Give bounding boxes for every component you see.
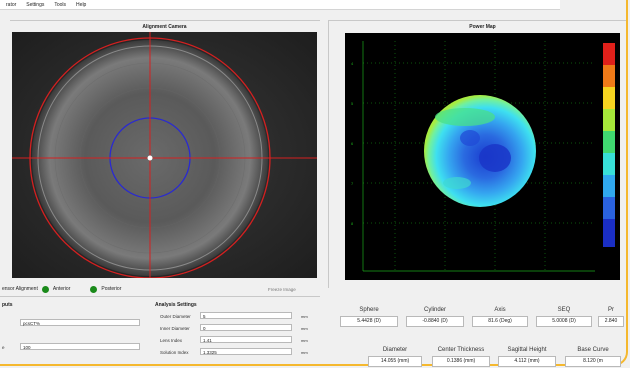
y-tick-label: 6 [351,141,354,146]
result-axis: Axis 81.6 (Deg) [472,306,528,327]
inner-diameter-field[interactable]: 0 [200,324,292,331]
result-label: Axis [494,307,506,313]
alignment-camera-title: Alignment Camera [142,24,187,30]
result-label: Pr [608,307,614,313]
status-row: ensor Alignment Anterior Posterior [0,284,322,294]
power-map-view[interactable]: 4 5 6 7 8 [345,33,620,280]
input-field-name[interactable]: pcsCT% [20,319,140,326]
freeze-image-label[interactable]: Freeze Image [268,287,296,292]
result-label: Base Curve [577,347,609,353]
menu-item-operator[interactable]: rator [6,1,17,8]
color-scale [603,43,615,247]
outer-diameter-field[interactable]: 5 [200,312,292,319]
power-map-title: Power Map [469,24,496,30]
camera-image [12,32,317,278]
center-point [147,155,153,161]
analysis-label: Inner Diameter [160,326,190,331]
result-value: 5.4428 (D) [340,316,398,327]
result-cylinder: Cylinder -0.8840 (D) [406,306,464,327]
power-map-plot: 4 5 6 7 8 [345,33,620,280]
result-label: Diameter [382,347,408,353]
power-panel-border [328,20,626,21]
posterior-label[interactable]: Posterior [101,286,122,292]
result-diameter: Diameter 14.055 (mm) [368,346,422,367]
result-base-curve: Base Curve 8.120 (m [565,346,621,367]
menu-bar: rator Settings Tools Help [0,0,560,10]
result-sagittal-height: Sagittal Height 4.112 (mm) [498,346,556,367]
analysis-unit: mm [301,326,308,331]
y-tick-labels: 4 5 6 7 8 [351,61,354,226]
power-panel-left-border [328,20,329,288]
analysis-unit: mm [301,314,308,319]
posterior-indicator-icon [90,285,98,293]
menu-item-tools[interactable]: Tools [54,1,67,8]
alignment-camera-view[interactable] [12,32,317,278]
result-label: Center Thickness [437,347,485,353]
y-tick-label: 5 [351,101,354,106]
analysis-label: Lens Index [160,338,183,343]
result-label: Sphere [359,307,379,313]
analysis-label: Outer Diameter [160,314,191,319]
result-value: 81.6 (Deg) [472,316,528,327]
input-field-value[interactable]: 100 [20,343,140,350]
bottom-section-divider [0,296,320,297]
result-value: 2.840 [598,316,624,327]
result-label: Cylinder [423,307,446,313]
y-tick-label: 4 [351,61,354,66]
menu-item-help[interactable]: Help [76,1,87,8]
result-label: SEQ [557,307,571,313]
y-tick-label: 8 [351,221,354,226]
input-label: e [2,345,5,350]
result-seq: SEQ 5.0008 (D) [536,306,592,327]
result-value: -0.8840 (D) [406,316,464,327]
analysis-settings-title: Analysis Settings [155,302,197,308]
analysis-unit: mm [301,338,308,343]
sensor-alignment-label: ensor Alignment [2,286,38,292]
y-tick-label: 7 [351,181,354,186]
anterior-indicator-icon [41,285,49,293]
result-prism: Pr 2.840 [598,306,624,327]
anterior-label[interactable]: Anterior [52,286,71,292]
result-value: 5.0008 (D) [536,316,592,327]
result-value: 0.1386 (mm) [432,356,490,367]
result-value: 14.055 (mm) [368,356,422,367]
inputs-title: puts [2,302,13,308]
result-label: Sagittal Height [507,347,547,353]
lens-index-field[interactable]: 1.41 [200,336,292,343]
result-value: 4.112 (mm) [498,356,556,367]
analysis-unit: mm [301,350,308,355]
analysis-label: Solution Index [160,350,189,355]
result-sphere: Sphere 5.4428 (D) [340,306,398,327]
result-value: 8.120 (m [565,356,621,367]
camera-panel-border [10,20,320,21]
menu-item-settings[interactable]: Settings [26,1,45,8]
solution-index-field[interactable]: 1.3325 [200,348,292,355]
result-center-thickness: Center Thickness 0.1386 (mm) [432,346,490,367]
